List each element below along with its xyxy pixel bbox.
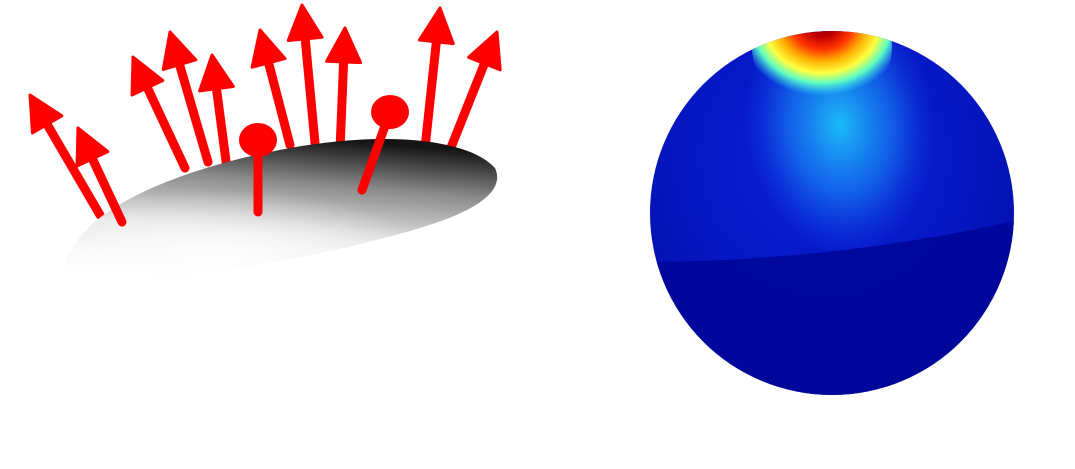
arrow-shaft <box>300 34 320 148</box>
surface-highlight <box>65 138 498 283</box>
normal-arrows-front <box>75 95 409 227</box>
normal-arrow <box>75 126 127 227</box>
sphere-heatmap <box>650 31 1014 395</box>
arrow-head <box>130 55 165 97</box>
normal-arrow <box>161 30 213 167</box>
arrow-head <box>325 26 363 65</box>
arrow-head <box>198 53 235 93</box>
normal-arrow <box>198 53 235 181</box>
normal-arrow <box>443 30 502 160</box>
heat-spot <box>752 31 892 108</box>
normal-arrow <box>239 123 277 217</box>
normal-arrow <box>130 55 190 173</box>
normal-arrow <box>286 3 324 148</box>
normal-arrow <box>357 95 409 195</box>
surface-patch <box>65 138 498 283</box>
arrow-head <box>250 28 287 69</box>
arrow-head <box>286 3 324 42</box>
arrow-shaft <box>335 57 349 155</box>
normal-arrow <box>250 28 295 150</box>
normal-arrows-back <box>28 3 502 220</box>
arrow-shaft <box>142 83 190 173</box>
arrow-shaft <box>264 58 295 150</box>
arrow-head <box>28 93 64 135</box>
arrow-shaft <box>42 119 105 220</box>
arrow-head <box>467 30 502 72</box>
normal-arrow <box>417 6 455 153</box>
arrow-shaft <box>443 59 489 160</box>
arrow-shaft <box>175 60 213 167</box>
arrow-shaft <box>87 154 127 227</box>
arrow-head-foreshortened <box>371 95 409 129</box>
arrow-shaft <box>211 84 233 181</box>
arrow-shaft <box>420 37 441 153</box>
normal-arrow <box>28 93 105 220</box>
arrow-head <box>417 6 455 46</box>
arrow-head <box>161 30 198 71</box>
arrow-head <box>75 126 110 168</box>
normal-arrow <box>325 26 363 155</box>
arrow-head-foreshortened <box>239 123 277 157</box>
